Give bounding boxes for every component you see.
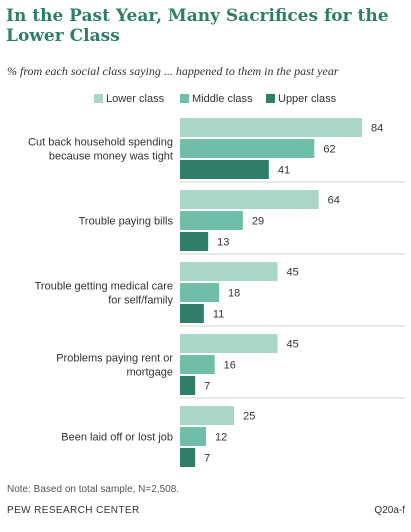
data-label-2-1: 18 bbox=[228, 288, 240, 300]
bar-2-2 bbox=[180, 304, 204, 323]
chart-subtitle: % from each social class saying ... happ… bbox=[7, 64, 339, 78]
data-label-3-0: 45 bbox=[287, 339, 299, 351]
legend-label-0: Lower class bbox=[106, 93, 165, 105]
data-label-3-2: 7 bbox=[204, 381, 210, 393]
legend-swatch-2 bbox=[266, 94, 275, 103]
category-label-1: Trouble paying bills bbox=[79, 216, 174, 228]
bar-2-1 bbox=[180, 283, 219, 302]
bar-3-2 bbox=[180, 376, 196, 395]
data-label-2-0: 45 bbox=[287, 267, 299, 279]
data-label-1-1: 29 bbox=[252, 216, 264, 228]
legend-swatch-1 bbox=[180, 94, 189, 103]
bar-1-2 bbox=[180, 232, 209, 251]
category-label-4: Been laid off or lost job bbox=[61, 432, 173, 444]
bar-3-0 bbox=[180, 334, 278, 353]
bar-0-1 bbox=[180, 139, 315, 158]
source-credit: PEW RESEARCH CENTER bbox=[7, 505, 140, 516]
category-label-0: Cut back household spending because money… bbox=[28, 137, 173, 163]
bar-2-0 bbox=[180, 262, 278, 281]
bar-1-0 bbox=[180, 190, 319, 209]
category-label-2: Trouble getting medical care for self/fam… bbox=[35, 281, 174, 307]
bar-4-2 bbox=[180, 448, 196, 467]
bar-4-1 bbox=[180, 427, 206, 446]
data-label-0-1: 62 bbox=[323, 144, 335, 156]
question-reference: Q20a-f bbox=[374, 505, 405, 516]
chart-title: In the Past Year, Many Sacrifices for th… bbox=[6, 6, 389, 46]
bar-3-1 bbox=[180, 355, 215, 374]
data-label-4-0: 25 bbox=[243, 411, 255, 423]
data-label-3-1: 16 bbox=[224, 360, 236, 372]
category-label-3: Problems paying rent or mortgage bbox=[56, 353, 173, 379]
data-label-4-1: 12 bbox=[215, 432, 227, 444]
bar-0-0 bbox=[180, 118, 362, 137]
data-label-2-2: 11 bbox=[213, 309, 224, 321]
legend-label-2: Upper class bbox=[278, 93, 337, 105]
data-label-1-0: 64 bbox=[328, 195, 340, 207]
bar-4-0 bbox=[180, 406, 235, 425]
bar-1-1 bbox=[180, 211, 243, 230]
data-label-0-0: 84 bbox=[371, 123, 383, 135]
bar-chart: Lower class Middle class Upper class Cut ba… bbox=[28, 93, 405, 467]
data-label-4-2: 7 bbox=[204, 453, 210, 465]
data-label-1-2: 13 bbox=[217, 237, 229, 249]
legend-swatch-0 bbox=[94, 94, 103, 103]
bar-0-2 bbox=[180, 160, 269, 179]
legend-label-1: Middle class bbox=[192, 93, 253, 105]
data-label-0-2: 41 bbox=[278, 165, 290, 177]
note: Note: Based on total sample, N=2,508. bbox=[7, 484, 180, 495]
